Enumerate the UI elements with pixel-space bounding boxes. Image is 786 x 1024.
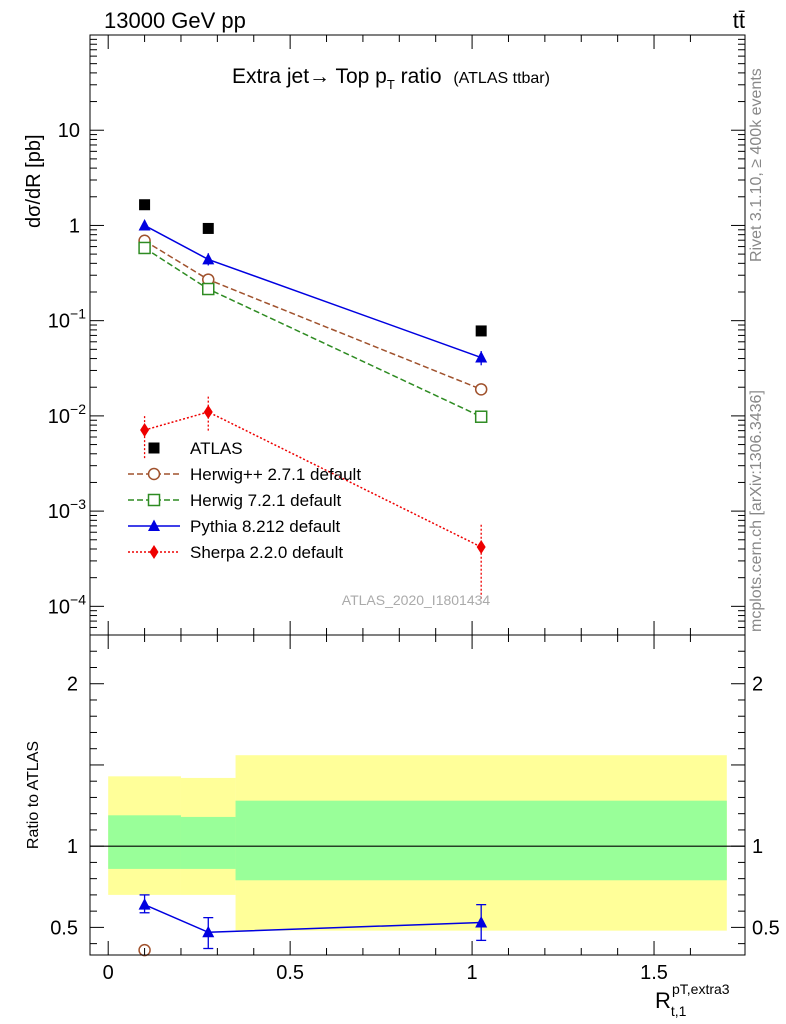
uncertainty-band-inner — [108, 815, 181, 869]
data-point — [475, 351, 488, 363]
data-point — [202, 252, 215, 265]
ratio-y-tick-label: 1 — [67, 836, 78, 858]
series-herwig-2-7-1-default — [138, 234, 488, 396]
rivet-label: Rivet 3.1.10, ≥ 400k events — [748, 68, 765, 262]
chart-title-tail: ratio — [395, 65, 442, 88]
y-tick-label: 10 — [58, 120, 80, 142]
ratio-y-tick-label-right: 1 — [752, 836, 763, 858]
series-atlas — [139, 199, 487, 337]
ratio-point — [475, 916, 488, 928]
data-point — [474, 383, 488, 396]
data-point — [202, 222, 214, 234]
main-y-label: dσ/dR [pb] — [23, 134, 45, 228]
chart-title-main: Extra jet→ Top p — [232, 65, 387, 88]
ratio-y-label: Ratio to ATLAS — [25, 741, 42, 849]
x-label-sup: pT,extra3 — [672, 981, 730, 997]
legend-label: Herwig++ 2.7.1 default — [190, 465, 361, 484]
header-left: 13000 GeV pp — [104, 8, 246, 33]
series-line — [144, 411, 482, 548]
legend-entry: Sherpa 2.2.0 default — [128, 543, 343, 562]
data-point — [476, 539, 486, 554]
series-herwig-7-2-1-default — [138, 241, 488, 423]
ratio-y-tick-label: 0.5 — [50, 917, 78, 939]
main-plot-content — [138, 199, 488, 599]
main-y-tick-labels: 10 1 10−1 10−2 10−3 10−4 — [48, 120, 86, 618]
legend: ATLAS Herwig++ 2.7.1 default Herwig 7.2.1 … — [128, 439, 361, 562]
legend-label: Herwig 7.2.1 default — [190, 491, 341, 510]
data-point — [139, 199, 151, 211]
x-label-base: R — [655, 988, 671, 1013]
ratio-ticks — [90, 635, 745, 955]
data-point — [475, 325, 487, 337]
uncertainty-band-inner — [235, 800, 727, 881]
data-point — [140, 423, 150, 438]
ratio-point — [138, 898, 151, 910]
legend-marker — [147, 467, 161, 481]
legend-marker — [148, 519, 160, 531]
data-point — [474, 410, 488, 423]
y-tick-label: 10−1 — [48, 306, 86, 333]
ratio-y-tick-label: 2 — [67, 674, 78, 696]
legend-entry: Pythia 8.212 default — [128, 517, 341, 536]
legend-marker — [147, 493, 161, 507]
ratio-series-pythia-8-212-default — [138, 894, 488, 950]
series-sherpa-2-2-0-default — [140, 396, 486, 599]
uncertainty-band-inner — [180, 816, 236, 869]
x-tick-label: 0.5 — [276, 962, 304, 984]
ratio-plot-content — [90, 755, 745, 957]
legend-label: ATLAS — [190, 439, 243, 458]
main-ticks — [90, 34, 745, 636]
x-tick-label: 1.5 — [640, 962, 668, 984]
legend-label: Sherpa 2.2.0 default — [190, 543, 343, 562]
main-panel: 10 1 10−1 10−2 10−3 10−4 Extra jet→ Top pT ra… — [23, 34, 746, 636]
legend-label: Pythia 8.212 default — [190, 517, 341, 536]
legend-marker — [148, 442, 160, 454]
chart-title: Extra jet→ Top pT ratio (ATLAS ttbar) — [232, 65, 550, 92]
x-tick-label: 0 — [103, 962, 114, 984]
series-line — [144, 247, 482, 418]
series-line — [144, 240, 482, 391]
x-tick-label: 1 — [467, 962, 478, 984]
x-axis-label: Rt,1 pT,extra3 — [655, 981, 730, 1019]
y-tick-label: 10−3 — [48, 496, 86, 523]
chart-title-small: (ATLAS ttbar) — [453, 70, 550, 87]
mcplots-label: mcplots.cern.ch [arXiv:1306.3436] — [748, 390, 765, 632]
legend-marker — [149, 545, 159, 559]
y-tick-label: 1 — [69, 215, 80, 237]
y-tick-label: 10−2 — [48, 401, 86, 428]
chart-title-sub: T — [387, 77, 395, 92]
x-label-sub: t,1 — [671, 1003, 687, 1019]
ratio-point — [202, 925, 215, 938]
legend-entry: Herwig++ 2.7.1 default — [128, 465, 361, 484]
series-pythia-8-212-default — [138, 218, 488, 366]
ratio-frame — [89, 634, 746, 956]
legend-entry: Herwig 7.2.1 default — [128, 491, 341, 510]
legend-entry: ATLAS — [148, 439, 243, 458]
watermark: ATLAS_2020_I1801434 — [342, 592, 491, 608]
data-point — [138, 241, 151, 255]
data-point — [138, 218, 151, 231]
ratio-tick-labels: 0.5 0.5 1 1 2 2 0 0.5 1 1.5 — [50, 674, 780, 984]
ratio-panel: 0.5 0.5 1 1 2 2 0 0.5 1 1.5 Ratio to ATLAS Rt,1 pT… — [25, 634, 780, 1019]
ratio-y-tick-label-right: 0.5 — [752, 917, 780, 939]
data-point — [203, 404, 213, 419]
data-point — [202, 282, 215, 296]
ratio-y-tick-label-right: 2 — [752, 674, 763, 696]
y-tick-label: 10−4 — [48, 591, 86, 618]
header-right: tt̄ — [733, 8, 745, 33]
